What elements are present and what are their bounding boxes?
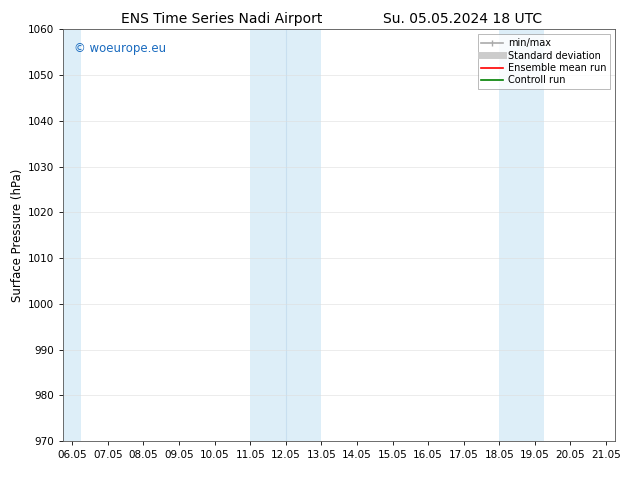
Legend: min/max, Standard deviation, Ensemble mean run, Controll run: min/max, Standard deviation, Ensemble me… <box>477 34 610 89</box>
Bar <box>250 29 321 441</box>
Text: Su. 05.05.2024 18 UTC: Su. 05.05.2024 18 UTC <box>384 12 542 26</box>
Bar <box>500 29 544 441</box>
Bar <box>63 29 81 441</box>
Text: © woeurope.eu: © woeurope.eu <box>74 42 167 55</box>
Text: ENS Time Series Nadi Airport: ENS Time Series Nadi Airport <box>121 12 323 26</box>
Y-axis label: Surface Pressure (hPa): Surface Pressure (hPa) <box>11 169 24 302</box>
